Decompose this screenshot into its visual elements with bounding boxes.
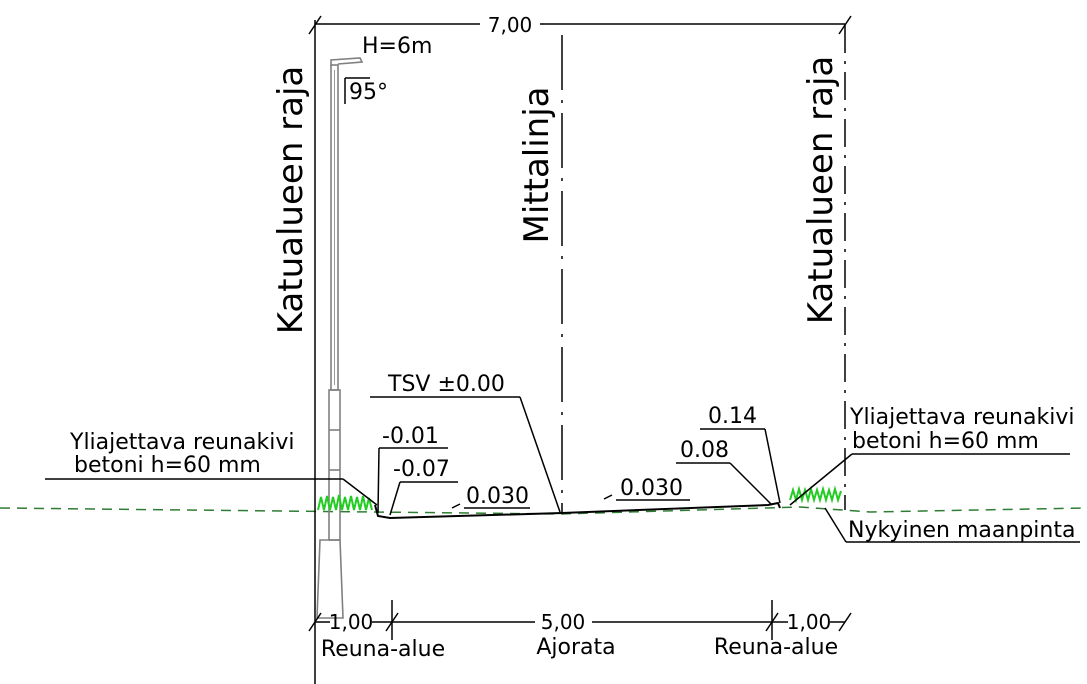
pole-angle-marker: 95° — [344, 77, 388, 105]
centerline-label: Mittalinja — [517, 86, 557, 243]
left-elevation-leader-top: -0.01 — [377, 424, 448, 514]
ground-label: Nykyinen maanpinta — [848, 518, 1075, 543]
left-curb-label-line1: Yliajettava reunakivi — [69, 430, 294, 455]
zone-middle-label: Ajorata — [536, 635, 615, 660]
left-elevation-leader-bottom: -0.07 — [389, 457, 458, 516]
pole-height-label: H=6m — [362, 34, 432, 59]
elevation-right-mid: 0.08 — [680, 438, 729, 463]
light-pole — [316, 57, 364, 619]
tsv-label: TSV ±0.00 — [387, 372, 505, 397]
left-curb-label-line2: betoni h=60 mm — [74, 453, 261, 478]
left-grass-symbol — [317, 494, 373, 511]
left-curb-callout: Yliajettava reunakivi betoni h=60 mm — [45, 430, 378, 506]
road-surface-profile — [374, 501, 781, 520]
left-slope-indicator: 0.030 — [451, 484, 530, 509]
dim-carriageway: 5,00 — [541, 610, 586, 634]
right-curb-label-line1: Yliajettava reunakivi — [849, 405, 1074, 430]
existing-ground-line — [0, 506, 1087, 515]
right-slope-indicator: 0.030 — [603, 476, 690, 501]
dim-left-edge: 1,00 — [329, 610, 374, 634]
zone-left-label: Reuna-alue — [321, 637, 445, 662]
total-width-label: 7,00 — [488, 13, 533, 37]
ground-callout: Nykyinen maanpinta — [824, 507, 1080, 543]
left-boundary-label: Katualueen raja — [271, 66, 311, 335]
right-curb-label-line2: betoni h=60 mm — [852, 429, 1039, 454]
right-boundary-label: Katualueen raja — [801, 56, 841, 325]
left-slope-label: 0.030 — [466, 484, 529, 509]
total-width-dimension: 7,00 — [308, 13, 852, 37]
elevation-left-top: -0.01 — [382, 424, 439, 449]
elevation-left-bottom: -0.07 — [393, 457, 450, 482]
dim-right-edge: 1,00 — [787, 610, 832, 634]
elevation-right-top: 0.14 — [708, 404, 757, 429]
tsv-leader: TSV ±0.00 — [370, 372, 561, 513]
right-elevation-leader-mid: 0.08 — [676, 438, 773, 506]
right-elevation-leader-top: 0.14 — [700, 404, 781, 504]
bottom-dimensions: 1,00 5,00 1,00 — [308, 600, 852, 640]
pole-angle-label: 95° — [349, 80, 388, 105]
right-curb-callout: Yliajettava reunakivi betoni h=60 mm — [789, 405, 1074, 506]
right-slope-label: 0.030 — [620, 476, 683, 501]
zone-right-label: Reuna-alue — [714, 635, 838, 660]
right-grass-symbol — [789, 485, 842, 504]
